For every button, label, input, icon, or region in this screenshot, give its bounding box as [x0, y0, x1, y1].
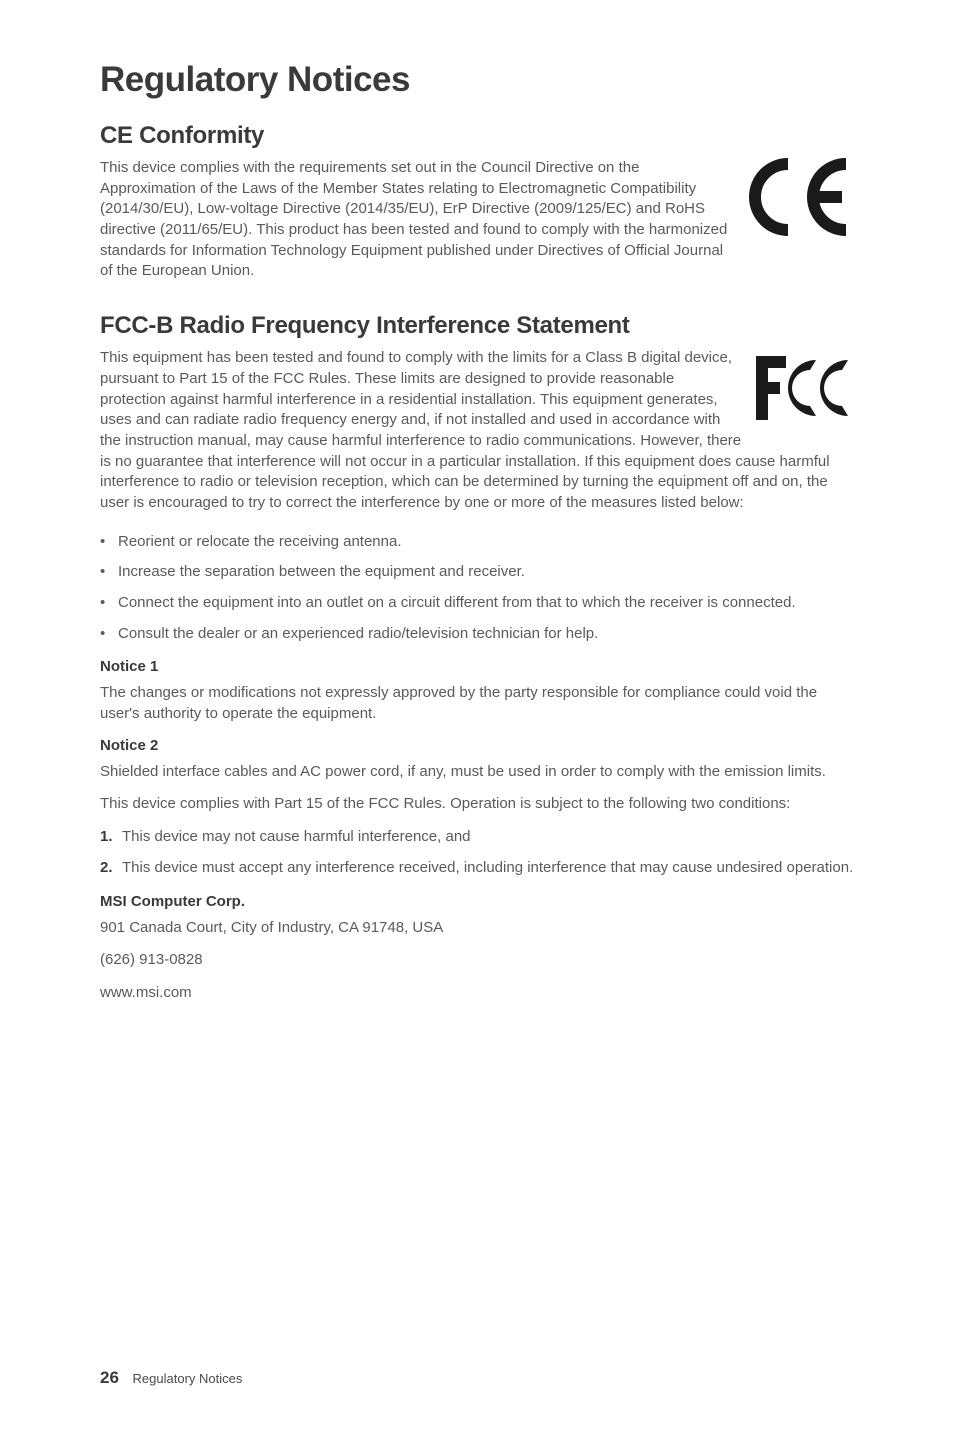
- corp-phone: (626) 913-0828: [100, 950, 854, 971]
- footer-section: Regulatory Notices: [133, 1371, 243, 1386]
- ce-mark-icon: [744, 158, 854, 241]
- corp-address: 901 Canada Court, City of Industry, CA 9…: [100, 918, 854, 939]
- list-item: This device must accept any interference…: [100, 858, 854, 879]
- fcc-bullet-list: Reorient or relocate the receiving anten…: [100, 532, 854, 645]
- notice2-body1: Shielded interface cables and AC power c…: [100, 762, 854, 783]
- fcc-body: This equipment has been tested and found…: [100, 348, 854, 514]
- fcc-mark-icon: [754, 348, 854, 433]
- notice1-heading: Notice 1: [100, 658, 854, 675]
- notice2-body2: This device complies with Part 15 of the…: [100, 794, 854, 815]
- list-item: Consult the dealer or an experienced rad…: [100, 624, 854, 645]
- list-item: Reorient or relocate the receiving anten…: [100, 532, 854, 553]
- notice2-number-list: This device may not cause harmful interf…: [100, 827, 854, 878]
- notice2-heading: Notice 2: [100, 737, 854, 754]
- page: Regulatory Notices CE Conformity This de…: [0, 0, 954, 1432]
- list-item: Connect the equipment into an outlet on …: [100, 593, 854, 614]
- page-number: 26: [100, 1368, 119, 1387]
- ce-heading: CE Conformity: [100, 122, 854, 150]
- list-item: Increase the separation between the equi…: [100, 562, 854, 583]
- corp-url: www.msi.com: [100, 983, 854, 1004]
- list-item: This device may not cause harmful interf…: [100, 827, 854, 848]
- page-title: Regulatory Notices: [100, 60, 854, 100]
- corp-heading: MSI Computer Corp.: [100, 893, 854, 910]
- page-footer: 26 Regulatory Notices: [100, 1368, 242, 1388]
- notice1-body: The changes or modifications not express…: [100, 683, 854, 724]
- fcc-heading: FCC-B Radio Frequency Interference State…: [100, 312, 854, 340]
- ce-body: This device complies with the requiremen…: [100, 158, 854, 282]
